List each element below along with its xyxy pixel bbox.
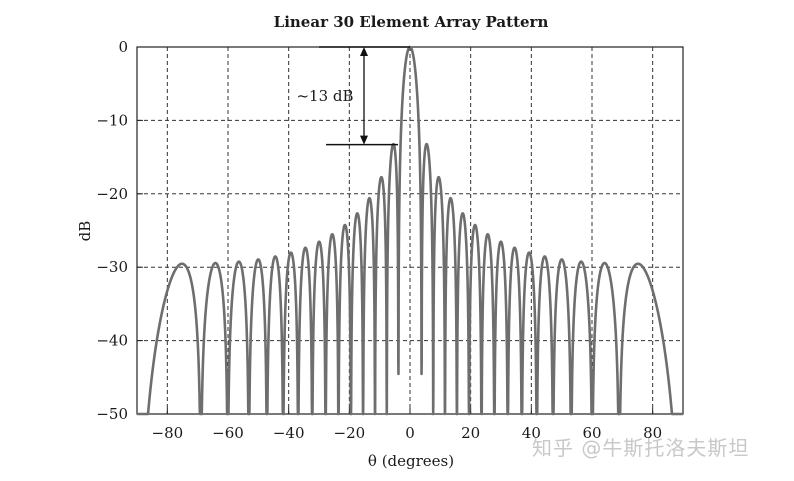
x-tick-label: −20	[334, 424, 366, 442]
x-tick-label: 20	[461, 424, 480, 442]
y-tick-label: −50	[96, 405, 128, 423]
y-tick-label: −10	[96, 111, 128, 129]
x-tick-label: 80	[643, 424, 662, 442]
y-tick-label: −40	[96, 332, 128, 350]
x-axis-ticks: −80 −60 −40 −20 0 20 40 60 80	[152, 408, 662, 442]
y-axis-label: dB	[76, 221, 94, 242]
y-axis-ticks: 0 −10 −20 −30 −40 −50	[96, 38, 143, 423]
chart-title: Linear 30 Element Array Pattern	[274, 13, 549, 31]
y-tick-label: −20	[96, 185, 128, 203]
arrow-head-down	[360, 135, 368, 145]
x-tick-label: 0	[405, 424, 415, 442]
y-tick-label: 0	[118, 38, 128, 56]
x-tick-label: −40	[273, 424, 305, 442]
x-tick-label: 60	[582, 424, 601, 442]
x-tick-label: −60	[212, 424, 244, 442]
y-tick-label: −30	[96, 258, 128, 276]
arrow-head-up	[360, 47, 368, 56]
x-tick-label: 40	[522, 424, 541, 442]
grid	[137, 47, 683, 414]
sidelobe-level-label: ~13 dB	[296, 87, 353, 105]
x-axis-label: θ (degrees)	[368, 452, 454, 470]
watermark: 知乎 @牛斯托洛夫斯坦	[532, 436, 750, 460]
sidelobe-annotation: ~13 dB	[296, 46, 410, 146]
x-tick-label: −80	[152, 424, 184, 442]
